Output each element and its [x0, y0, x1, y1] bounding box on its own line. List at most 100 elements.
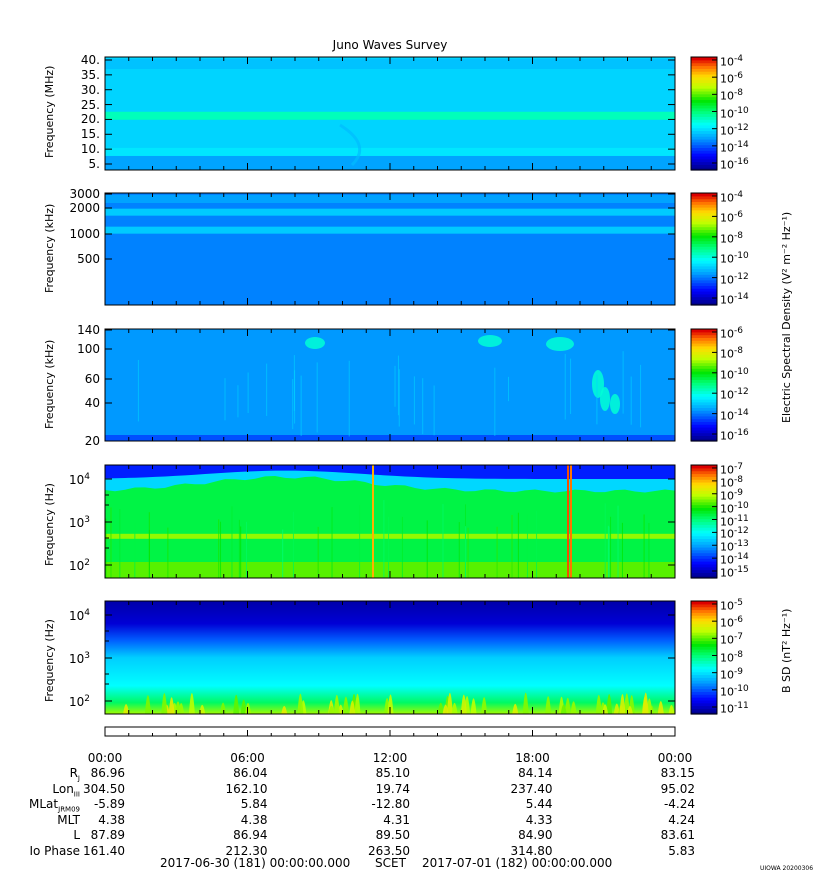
- y-axis-label: Frequency (kHz): [43, 203, 56, 293]
- colorbar-swatch: [691, 484, 717, 489]
- colorbar-swatch: [691, 697, 717, 701]
- colorbar-swatch: [691, 155, 717, 160]
- colorbar-swatch: [691, 279, 717, 284]
- colorbar-swatch: [691, 401, 717, 406]
- colorbar-swatch: [691, 340, 717, 344]
- burst: [512, 703, 519, 714]
- colorbar-swatch: [691, 515, 717, 520]
- y-tick-label: 104: [69, 472, 91, 487]
- colorbar-tick-label: 10-10: [720, 500, 749, 516]
- emission-band: [105, 533, 675, 539]
- colorbar-tick-label: 10-14: [720, 292, 749, 307]
- burst: [349, 700, 356, 714]
- colorbar-swatch: [691, 399, 717, 403]
- colorbar-swatch: [691, 612, 717, 616]
- colorbar-swatch: [691, 62, 717, 67]
- colorbar-swatch: [691, 195, 717, 200]
- colorbar-swatch: [691, 73, 717, 78]
- y-tick-label: 104: [69, 608, 91, 623]
- burst: [342, 696, 349, 714]
- ephemeris-label: LonIII: [52, 781, 80, 798]
- emission-band: [105, 208, 675, 216]
- colorbar-swatch: [691, 566, 717, 571]
- y-tick-label: 103: [69, 515, 91, 530]
- ephemeris-value: 87.89: [90, 828, 125, 842]
- colorbar-swatch: [691, 702, 717, 707]
- colorbar-swatch: [691, 629, 717, 633]
- colorbar-swatch: [691, 387, 717, 392]
- burst: [245, 702, 252, 714]
- colorbar-swatch: [691, 82, 717, 86]
- colorbar-frame: [690, 56, 718, 171]
- colorbar-swatch: [691, 404, 717, 408]
- burst: [161, 693, 168, 714]
- colorbar-swatch: [691, 649, 717, 653]
- colorbar-tick-label: 10-11: [720, 701, 749, 716]
- colorbar-swatch: [691, 251, 717, 256]
- colorbar-swatch: [691, 373, 717, 378]
- colorbar-swatch: [691, 198, 717, 202]
- y-tick-label: 1000: [69, 227, 100, 241]
- colorbar-swatch: [691, 487, 717, 492]
- spectrogram-image: [105, 329, 675, 441]
- colorbar-swatch: [691, 385, 717, 389]
- burst: [333, 694, 340, 714]
- colorbar-swatch: [691, 651, 717, 656]
- ephemeris-value: 212.30: [225, 843, 268, 858]
- y-tick-label: 25.: [80, 97, 100, 112]
- colorbar-swatch: [691, 510, 717, 514]
- y-tick-label: 2000: [69, 201, 100, 215]
- colorbar-tick-label: 10-7: [720, 632, 743, 647]
- ephemeris-value: 84.90: [518, 828, 553, 842]
- y-tick-label: 102: [69, 558, 91, 573]
- colorbar-swatch: [691, 271, 717, 275]
- colorbar-swatch: [691, 432, 717, 436]
- y-tick-label: 30.: [80, 82, 100, 97]
- colorbar-swatch: [691, 640, 717, 644]
- burst: [595, 694, 602, 714]
- colorbar-tick-label: 10-16: [720, 157, 749, 172]
- ephemeris-value: 86.96: [90, 766, 125, 780]
- burst: [240, 699, 247, 714]
- burst: [188, 693, 195, 714]
- ephemeris-value: 5.44: [525, 797, 553, 811]
- footer-scet-label: SCET: [375, 856, 406, 870]
- colorbar-swatch: [691, 623, 717, 628]
- colorbar-swatch: [691, 102, 717, 106]
- colorbar-swatch: [691, 207, 717, 211]
- colorbar-swatch: [691, 427, 717, 431]
- credit-stamp: UIOWA 20200306: [760, 865, 814, 872]
- ephemeris-value: 89.50: [375, 828, 410, 842]
- colorbar-swatch: [691, 677, 717, 681]
- colorbar-tick-label: 10-14: [720, 139, 749, 155]
- colorbar-3: [690, 328, 718, 442]
- colorbar-swatch: [691, 490, 717, 494]
- y-axis-label: Frequency (kHz): [43, 339, 56, 429]
- ephemeris-value: 4.38: [98, 812, 125, 827]
- colorbar-frame: [690, 464, 718, 579]
- colorbar-swatch: [691, 541, 717, 545]
- burst: [451, 702, 458, 714]
- colorbar-swatch: [691, 654, 717, 659]
- colorbar-swatch: [691, 351, 717, 355]
- colorbar-swatch: [691, 535, 717, 540]
- colorbar-swatch: [691, 496, 717, 500]
- colorbar-swatch: [691, 85, 717, 89]
- colorbar-swatch: [691, 141, 717, 146]
- colorbar-swatch: [691, 119, 717, 123]
- y-axis-label: Frequency (MHz): [43, 65, 56, 158]
- burst: [281, 705, 288, 714]
- y-tick-label: 35.: [80, 67, 100, 82]
- colorbar-tick-label: 10-6: [720, 615, 743, 630]
- colorbar-tick-label: 10-8: [720, 474, 743, 490]
- colorbar-swatch: [691, 138, 717, 143]
- colorbar-swatch: [691, 493, 717, 497]
- spectrogram-panel-4: [104, 464, 676, 579]
- y-tick-label: 140: [77, 323, 100, 337]
- spectrogram-panel-1: [104, 56, 676, 171]
- colorbar-frame: [690, 600, 718, 715]
- colorbar-swatch: [691, 226, 717, 230]
- plot-title: Juno Waves Survey: [332, 38, 448, 52]
- colorbar-swatch: [691, 193, 717, 197]
